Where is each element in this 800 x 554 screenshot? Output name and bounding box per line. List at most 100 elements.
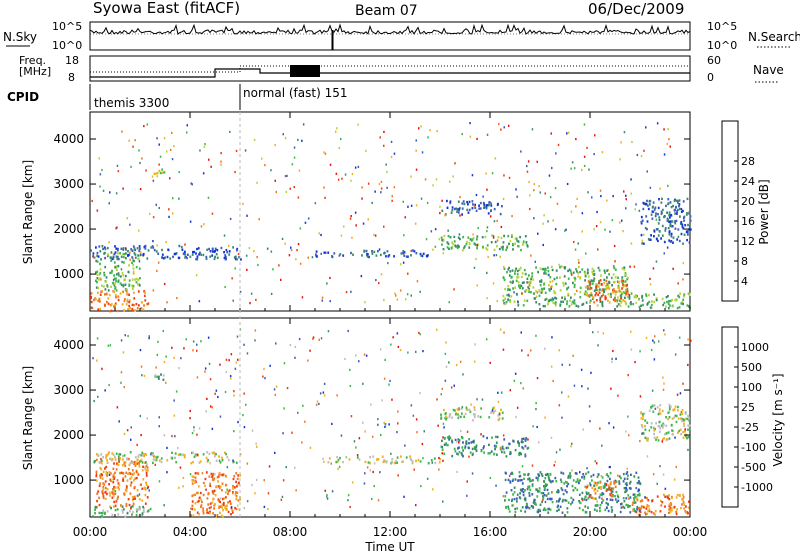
echo-cell — [537, 510, 540, 514]
echo-cell — [579, 286, 582, 289]
echo-cell — [123, 386, 125, 389]
echo-cell — [231, 509, 234, 512]
echo-cell — [119, 471, 121, 475]
echo-cell — [132, 497, 135, 500]
echo-cell — [320, 337, 323, 340]
echo-cell — [476, 137, 478, 140]
echo-cell — [104, 497, 107, 500]
echo-cell — [533, 217, 535, 220]
echo-cell — [324, 152, 327, 155]
echo-cell — [514, 478, 517, 481]
echo-cell — [125, 248, 127, 251]
echo-cell — [613, 266, 616, 270]
echo-cell — [235, 498, 238, 501]
echo-cell — [626, 467, 628, 470]
echo-cell — [114, 490, 117, 493]
echo-cell — [199, 460, 202, 463]
echo-cell — [139, 277, 141, 280]
echo-cell — [616, 500, 618, 504]
echo-cell — [517, 244, 519, 248]
echo-cell — [521, 281, 524, 284]
echo-cell — [524, 235, 527, 238]
echo-cell — [211, 478, 214, 481]
echo-cell — [146, 417, 148, 420]
echo-cell — [222, 503, 225, 507]
echo-cell — [383, 377, 386, 380]
echo-cell — [105, 470, 107, 473]
echo-cell — [472, 233, 474, 236]
echo-cell — [687, 305, 690, 308]
echo-cell — [461, 412, 463, 415]
echo-cell — [157, 340, 159, 343]
echo-cell — [469, 238, 472, 241]
echo-cell — [446, 436, 449, 439]
echo-cell — [596, 304, 599, 307]
echo-cell — [516, 293, 518, 296]
echo-cell — [132, 284, 135, 288]
echo-cell — [134, 464, 137, 467]
echo-cell — [173, 414, 176, 417]
echo-cell — [633, 475, 636, 478]
echo-cell — [644, 424, 646, 428]
echo-cell — [601, 493, 603, 497]
echo-cell — [529, 479, 531, 483]
echo-cell — [591, 479, 593, 482]
echo-cell — [326, 282, 328, 285]
echo-cell — [507, 285, 510, 288]
echo-cell — [473, 360, 476, 363]
echo-cell — [94, 512, 96, 515]
echo-cell — [110, 303, 113, 306]
echo-cell — [684, 430, 686, 433]
echo-cell — [226, 504, 228, 507]
echo-cell — [674, 298, 677, 302]
echo-cell — [589, 299, 592, 302]
echo-cell — [329, 300, 331, 303]
echo-cell — [96, 281, 98, 284]
echo-cell — [226, 466, 229, 469]
echo-cell — [543, 507, 546, 510]
echo-cell — [599, 189, 602, 192]
echo-cell — [294, 466, 296, 469]
echo-cell — [314, 202, 317, 205]
echo-cell — [362, 222, 365, 225]
echo-cell — [446, 206, 449, 209]
echo-cell — [161, 248, 163, 252]
echo-cell — [678, 429, 681, 433]
echo-cell — [284, 175, 287, 178]
echo-cell — [490, 209, 492, 212]
echo-cell — [650, 303, 653, 307]
echo-cell — [528, 491, 531, 495]
echo-cell — [681, 498, 683, 501]
echo-cell — [602, 332, 605, 335]
echo-cell — [221, 489, 223, 492]
echo-cell — [112, 492, 115, 495]
echo-cell — [212, 472, 215, 476]
echo-cell — [542, 508, 545, 512]
echo-cell — [200, 340, 202, 343]
echo-cell — [520, 509, 522, 512]
echo-cell — [551, 268, 554, 272]
echo-cell — [337, 458, 340, 462]
echo-cell — [475, 446, 478, 449]
echo-cell — [659, 465, 661, 468]
echo-cell — [133, 297, 136, 300]
echo-cell — [669, 510, 672, 514]
echo-cell — [549, 498, 552, 501]
echo-cell — [228, 359, 230, 362]
echo-cell — [653, 293, 655, 296]
echo-cell — [117, 482, 120, 485]
echo-cell — [191, 451, 193, 455]
echo-cell — [143, 246, 146, 249]
echo-cell — [591, 279, 594, 283]
echo-cell — [625, 302, 627, 306]
echo-cell — [472, 441, 475, 444]
echo-cell — [614, 479, 617, 483]
echo-cell — [624, 301, 627, 304]
echo-cell — [139, 483, 142, 486]
echo-cell — [547, 301, 550, 304]
echo-cell — [156, 137, 158, 140]
echo-cell — [114, 286, 117, 289]
echo-cell — [117, 170, 120, 173]
echo-cell — [163, 361, 166, 364]
echo-cell — [449, 436, 452, 440]
